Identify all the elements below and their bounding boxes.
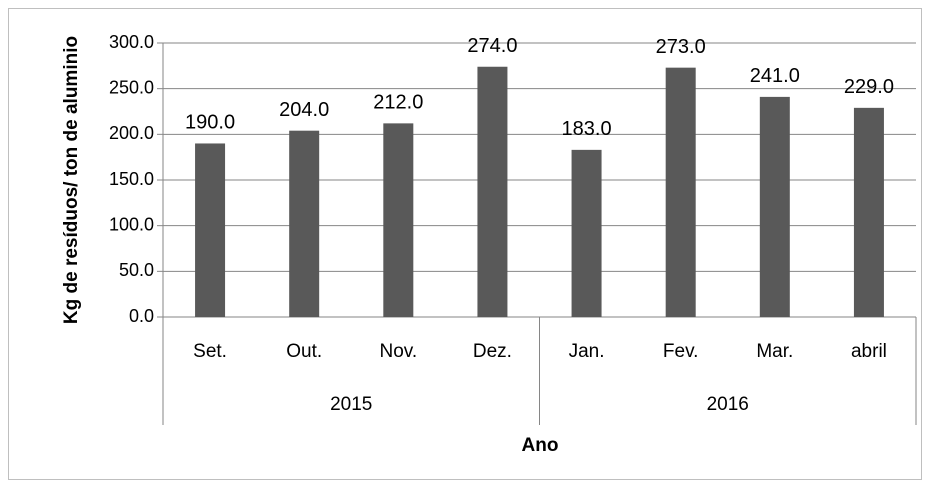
y-tick-label: 200.0 (109, 123, 154, 143)
x-tick-label: Dez. (473, 341, 512, 362)
y-tick-label: 300.0 (109, 32, 154, 52)
y-tick-label: 250.0 (109, 77, 154, 97)
bar (571, 149, 602, 317)
y-tick-label: 50.0 (119, 260, 154, 280)
y-tick-label: 100.0 (109, 214, 154, 234)
data-label: 183.0 (562, 118, 612, 140)
bar (477, 66, 508, 317)
y-tick-label: 150.0 (109, 169, 154, 189)
x-tick-label: Jan. (569, 341, 605, 362)
x-tick-label: Out. (286, 341, 322, 362)
y-tick-label: 0.0 (129, 306, 154, 326)
x-tick-label: Fev. (663, 341, 699, 362)
x-tick-label: Nov. (379, 341, 417, 362)
y-axis-title: Kg de resíduos/ ton de aluminio (61, 36, 82, 324)
data-label: 273.0 (656, 36, 706, 58)
x-tick-label: Set. (193, 341, 227, 362)
data-label: 274.0 (467, 35, 517, 57)
bar (665, 67, 696, 317)
x-tick-label: Mar. (756, 341, 793, 362)
data-label: 229.0 (844, 76, 894, 98)
bar (383, 123, 414, 317)
data-label: 190.0 (185, 112, 235, 134)
group-label: 2016 (707, 394, 749, 415)
group-label: 2015 (330, 394, 372, 415)
bar (289, 130, 320, 317)
data-label: 204.0 (279, 99, 329, 121)
data-label: 241.0 (750, 65, 800, 87)
bar (759, 96, 790, 318)
bar (195, 143, 226, 317)
x-axis-title: Ano (522, 435, 559, 456)
x-tick-label: abril (851, 341, 887, 362)
data-label: 212.0 (373, 92, 423, 114)
bar (853, 107, 884, 317)
